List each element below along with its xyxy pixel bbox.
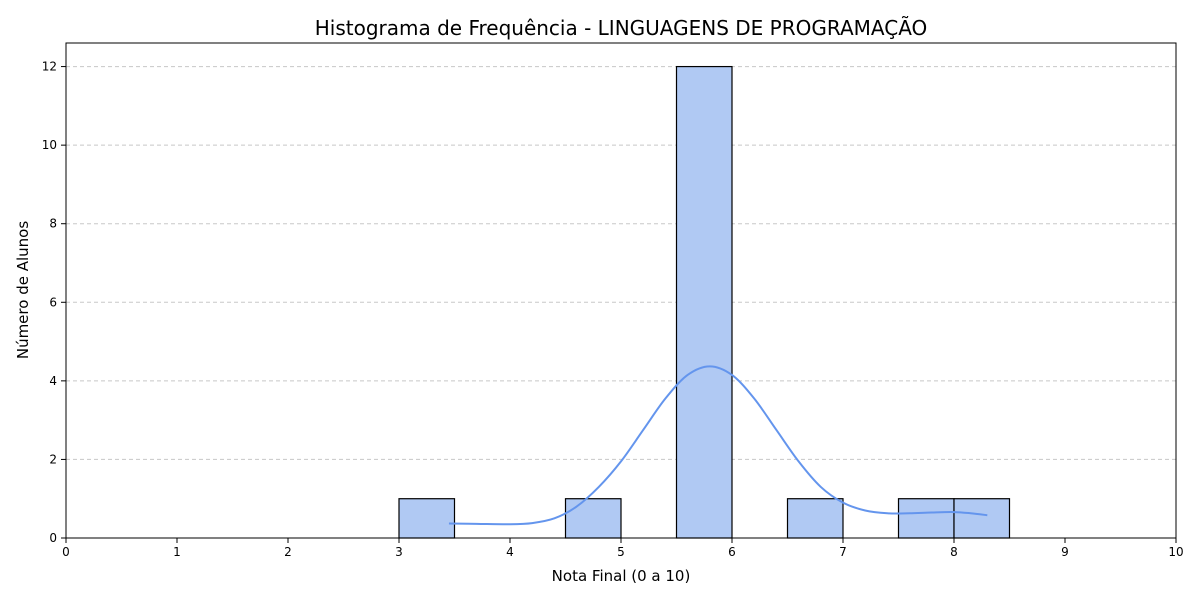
kde-curve (448, 365, 988, 526)
x-axis-label: Nota Final (0 a 10) (552, 567, 691, 585)
y-tick-label: 6 (49, 295, 57, 309)
histogram-bars (398, 65, 1011, 539)
y-tick-label: 0 (49, 531, 57, 545)
plot-frame (65, 42, 1177, 539)
histogram-bar (675, 65, 733, 539)
histogram-bar (786, 498, 844, 539)
x-tick-label: 2 (284, 545, 292, 559)
y-tick-label: 10 (42, 138, 57, 152)
x-tick-label: 4 (506, 545, 514, 559)
histogram-bar (398, 498, 456, 539)
grid-lines (66, 66, 1176, 460)
y-tick-label: 4 (49, 374, 57, 388)
x-tick-label: 1 (173, 545, 181, 559)
x-tick-label: 3 (395, 545, 403, 559)
histogram-bar (564, 498, 622, 539)
x-tick-label: 9 (1061, 545, 1069, 559)
y-tick-label: 2 (49, 452, 57, 466)
y-tick-label: 8 (49, 217, 57, 231)
x-tick-label: 5 (617, 545, 625, 559)
plot-axes (65, 42, 1177, 539)
x-tick-label: 7 (839, 545, 847, 559)
x-tick-label: 10 (1168, 545, 1183, 559)
histogram-bar (953, 498, 1011, 539)
x-tick-label: 8 (950, 545, 958, 559)
x-tick-label: 0 (62, 545, 70, 559)
y-tick-label: 12 (42, 60, 57, 74)
y-axis-label: Número de Alunos (14, 221, 32, 359)
x-tick-label: 6 (728, 545, 736, 559)
kde-curve-layer (448, 365, 988, 526)
chart-title: Histograma de Frequência - LINGUAGENS DE… (315, 16, 928, 40)
histogram-bar (897, 498, 955, 539)
